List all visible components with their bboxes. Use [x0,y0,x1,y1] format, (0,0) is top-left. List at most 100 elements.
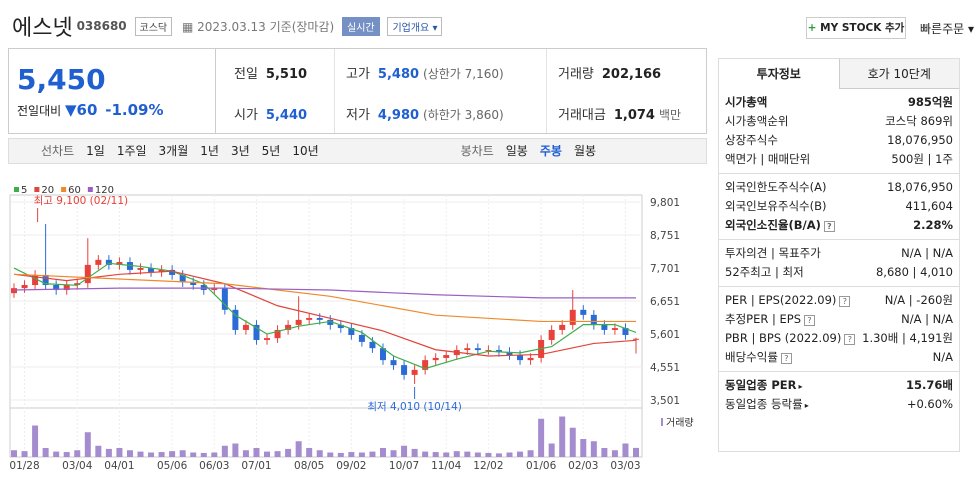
legend-label: 5 [21,185,27,196]
period-tab[interactable]: 1주일 [116,144,147,158]
volume-bar [358,452,365,457]
info-label-wrap: 시가총액순위 [725,112,788,131]
info-label: PBR | BPS (2022.09) [725,331,842,345]
quick-order-text: 빠른주문 [920,22,965,36]
volume-bar [559,416,566,457]
period-tab[interactable]: 1년 [200,144,219,158]
volume-bar [148,452,155,457]
side-tab[interactable]: 투자정보 [719,59,839,89]
volume-bar [242,450,249,457]
volume-bar [580,439,587,457]
volume-bar [295,441,302,457]
period-tab[interactable]: 5년 [261,144,281,158]
my-stock-text: MY STOCK 추가 [820,22,905,34]
candle-body [169,269,176,275]
info-value: 코스닥 869위 [885,114,953,128]
candle-body [379,348,386,361]
volume-bar [190,452,197,457]
candle-body [32,274,39,286]
quote-label: 저가 [346,108,370,123]
company-info[interactable]: 기업개요 ▾ [387,16,443,36]
quote-grid: 전일 5,510 고가 5,480 (상한가 7,160) 거래량 202,166 시가 5,4… [215,48,707,134]
volume-bar [126,450,133,457]
quick-order[interactable]: 빠른주문 ▾ [920,22,975,36]
candle-tab[interactable]: 월봉 [573,144,597,158]
candle-body [580,309,587,315]
candle-tab[interactable]: 일봉 [505,144,528,158]
candle-body [348,328,355,335]
info-label-wrap: 액면가 | 매매단위 [725,150,810,169]
quote-label: 시가 [234,108,258,123]
candle-body [316,318,323,320]
volume-bar [443,452,450,457]
change-value: 60 [76,101,98,119]
volume-bar [105,448,112,457]
volume-bar [158,452,165,457]
volume-bar [611,450,618,457]
info-label: PER | EPS(2022.09) [725,293,837,307]
candle-body [242,324,249,330]
change: 전일대비 ▼60 -1.09% [17,101,164,119]
candle-body [485,350,492,352]
candle-body [327,319,334,325]
info-label: 외국인한도주식수(A) [725,180,827,194]
x-tick-label: 02/03 [568,460,598,472]
candle-body [527,357,534,361]
candle-body [63,285,70,291]
volume-bar [548,443,555,457]
period-tab[interactable]: 10년 [292,144,319,158]
x-tick-label: 03/03 [610,460,640,472]
quote-cell: 시가 5,440 [234,104,307,123]
info-label-wrap: 동일업종 PER ▸ [725,376,802,395]
period-tab[interactable]: 3년 [230,144,250,158]
info-label-wrap: PER | EPS(2022.09)? [725,291,851,310]
date: ▦ 2023.03.13 기준(장마감) [181,19,335,34]
candle-body [274,329,281,339]
volume-bar [11,450,17,457]
quote-note: 백만 [658,108,682,122]
info-section: 시가총액 985억원 시가총액순위 코스닥 869위 상장주식수 18,076,950 액면… [719,89,959,174]
quote-value: 5,480 [377,67,420,82]
volume-bar [379,448,386,457]
info-label: 외국인보유주식수(B) [725,199,827,213]
info-value: N/A | N/A [901,312,953,326]
candle-tab[interactable]: 주봉 [539,144,562,158]
y-tick-label: 4,551 [650,362,680,374]
realtime-badge[interactable]: 실시간 [342,16,380,36]
stock-name: 에스넷 [12,16,73,41]
side-tab[interactable]: 호가 10단계 [838,59,959,89]
high-annotation: 최고 9,100 (02/11) [34,195,129,207]
help-icon: ? [780,353,792,364]
info-row: 외국인한도주식수(A) 18,076,950 [725,178,953,197]
candle-body [179,274,186,283]
info-row: 배당수익률? N/A [725,348,953,367]
volume-bar [453,451,460,457]
info-row: 추정PER | EPS? N/A | N/A [725,310,953,329]
candle-body [358,334,365,342]
info-row: 52주최고 | 최저 8,680 | 4,010 [725,263,953,282]
my-stock-button[interactable]: + MY STOCK 추가 [806,17,906,39]
y-tick-label: 5,601 [650,329,680,341]
period-tab[interactable]: 1일 [86,144,105,158]
info-label-wrap: 외국인한도주식수(A) [725,178,826,197]
quote-cell: 고가 5,480 (상한가 7,160) [346,63,504,82]
volume-bar [221,445,228,457]
volume-bar [401,445,408,457]
volume-bar [411,448,418,457]
info-row: 투자의견 | 목표주가 N/A | N/A [725,244,953,263]
quote-note: (하한가 3,860) [423,108,504,122]
candle-body [611,328,618,330]
period-tab[interactable]: 3개월 [158,144,189,158]
candle-body [411,369,418,375]
info-value: 18,076,950 [887,133,953,147]
quote-value: 5,510 [265,67,308,82]
candle-body [158,269,165,273]
info-section: 투자의견 | 목표주가 N/A | N/A 52주최고 | 최저 8,680 | 4,… [719,240,959,287]
y-tick-label: 3,501 [650,395,680,407]
volume-bar [527,450,534,457]
quote-value: 4,980 [377,108,420,123]
volume-bar [285,448,292,457]
x-tick-label: 01/06 [526,460,557,472]
info-label-wrap: 시가총액 [725,93,767,112]
volume-bar [232,443,239,457]
